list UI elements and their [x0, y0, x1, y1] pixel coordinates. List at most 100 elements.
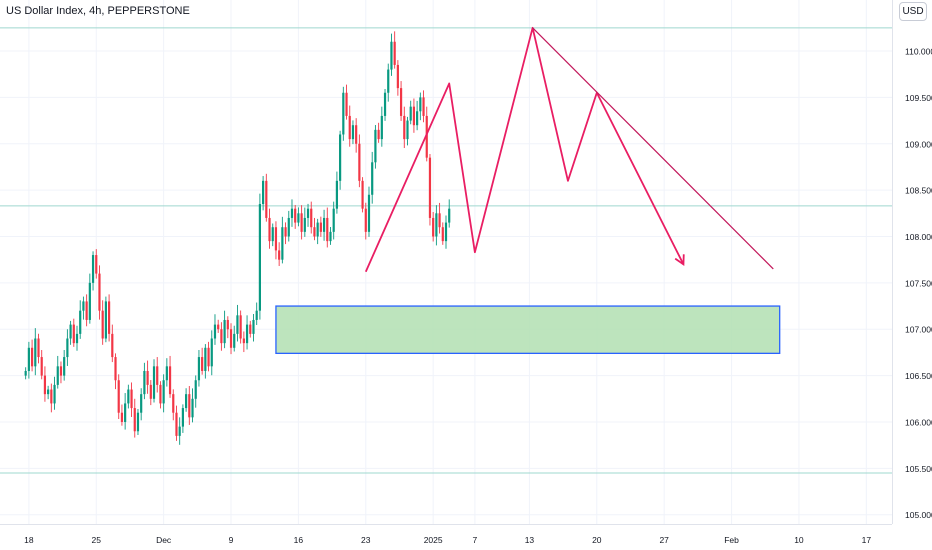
candle-body: [85, 301, 88, 320]
y-tick-label: 109.500: [905, 93, 932, 103]
candle-body: [435, 213, 438, 237]
candle-body: [127, 389, 130, 404]
candle-body: [380, 115, 383, 140]
candle-body: [367, 194, 371, 232]
candle-body: [79, 310, 82, 334]
candle-body: [274, 227, 278, 251]
candle-body: [339, 134, 342, 181]
candle-body: [133, 408, 136, 432]
candle-body: [342, 92, 345, 135]
horizontal-levels: [0, 27, 892, 474]
candle-body: [149, 384, 152, 399]
candle-body: [316, 222, 319, 237]
candle-body: [66, 338, 69, 358]
x-tick-label: 2025: [424, 535, 443, 545]
candle-body: [416, 111, 419, 126]
candle-body: [313, 227, 316, 237]
currency-button[interactable]: USD: [899, 2, 927, 21]
y-tick-label: 106.500: [905, 371, 932, 381]
demand-zone[interactable]: [275, 305, 781, 355]
x-tick-label: Feb: [724, 535, 739, 545]
candle-body: [152, 366, 156, 399]
candle-body: [348, 115, 351, 140]
candle-body: [82, 301, 85, 311]
candle-body: [220, 329, 223, 344]
candle-body: [306, 208, 310, 218]
candle-body: [428, 157, 432, 218]
candle-body: [124, 403, 127, 422]
candlestick-series: [24, 31, 451, 445]
candle-body: [63, 357, 66, 376]
candle-body: [393, 41, 396, 65]
candle-body: [242, 338, 245, 344]
candle-body: [69, 324, 72, 339]
candle-body: [72, 324, 75, 344]
candle-body: [284, 227, 287, 237]
x-tick-label: 16: [294, 535, 304, 545]
candle-body: [444, 222, 448, 242]
pattern-drawings[interactable]: [364, 26, 774, 273]
candle-body: [355, 125, 358, 144]
candle-body: [101, 310, 104, 339]
candle-body: [361, 180, 364, 209]
y-tick-label: 107.000: [905, 325, 932, 335]
candle-body: [300, 213, 303, 232]
x-tick-label: 17: [862, 535, 872, 545]
candle-body: [188, 394, 191, 418]
candle-body: [409, 106, 412, 121]
chart-grid: [0, 0, 892, 524]
candle-body: [168, 366, 172, 395]
candle-body: [441, 227, 444, 242]
candle-body: [107, 301, 111, 334]
candle-body: [204, 347, 207, 371]
y-tick-label: 109.000: [905, 139, 932, 149]
y-tick-label: 105.500: [905, 464, 932, 474]
candle-body: [140, 394, 143, 413]
candle-body: [37, 338, 40, 358]
candle-body: [40, 357, 43, 376]
candle-body: [258, 204, 261, 311]
pattern-path: [364, 26, 685, 273]
candle-body: [255, 310, 258, 320]
candle-body: [159, 384, 162, 404]
price-axis[interactable]: 110.000 109.500 109.000 108.500 108.000 107.5…: [892, 0, 932, 550]
y-tick-label: 108.000: [905, 232, 932, 242]
candle-body: [239, 315, 242, 339]
candle-body: [165, 366, 168, 381]
candle-body: [335, 180, 339, 209]
candle-body: [399, 88, 403, 116]
candle-body: [351, 125, 355, 140]
candle-body: [422, 97, 425, 116]
candle-body: [371, 162, 374, 195]
candle-body: [146, 370, 149, 385]
demand-zone-rect: [275, 305, 781, 355]
x-tick-label: 13: [525, 535, 535, 545]
symbol-title: US Dollar Index, 4h, PEPPERSTONE: [6, 5, 190, 17]
candle-body: [297, 213, 300, 223]
candle-body: [143, 370, 146, 395]
candle-body: [162, 380, 165, 404]
candle-body: [438, 213, 441, 228]
time-axis[interactable]: 18 25 Dec 9 16 23 2025 7 13 20 27 Feb 10 17: [0, 524, 892, 546]
candle-body: [56, 366, 59, 385]
x-tick-label: 10: [794, 535, 804, 545]
candle-body: [390, 41, 393, 70]
candle-body: [91, 255, 95, 283]
candle-body: [281, 227, 284, 260]
candle-body: [233, 333, 236, 348]
candle-body: [114, 357, 117, 381]
candle-body: [30, 347, 34, 367]
candle-body: [197, 357, 201, 381]
candle-body: [175, 412, 178, 436]
candle-body: [117, 380, 120, 413]
candle-body: [396, 64, 399, 89]
y-tick-label: 105.000: [905, 510, 932, 520]
x-tick-label: 7: [473, 535, 478, 545]
candle-body: [178, 426, 181, 436]
candle-body: [210, 338, 213, 367]
candle-body: [345, 92, 348, 116]
candle-body: [185, 394, 188, 409]
candle-body: [287, 217, 290, 237]
y-tick-label: 107.500: [905, 278, 932, 288]
